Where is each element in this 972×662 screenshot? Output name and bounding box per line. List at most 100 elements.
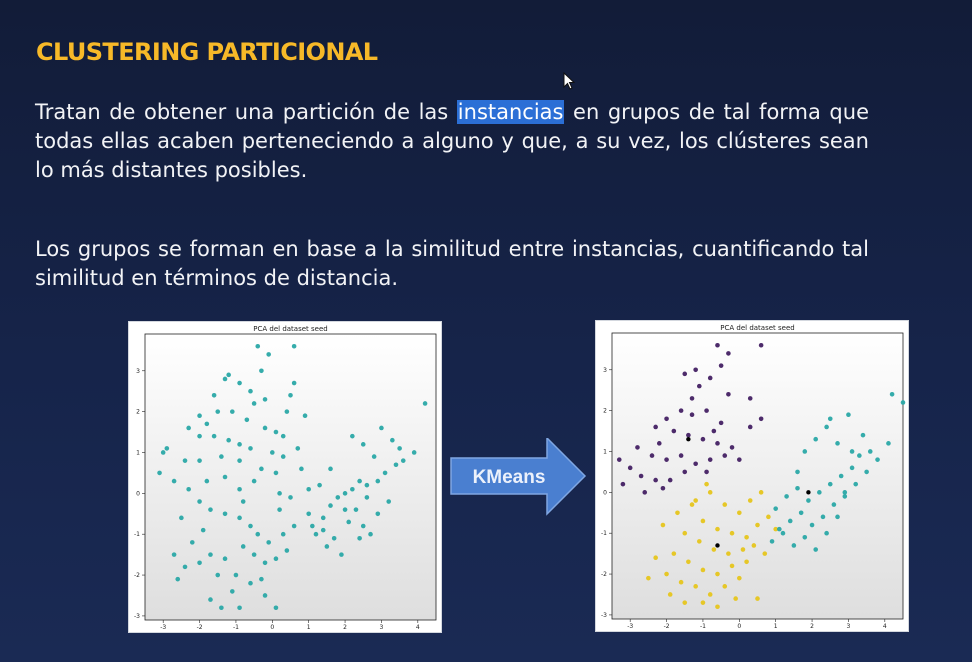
data-point bbox=[729, 445, 735, 450]
x-tick-label: 3 bbox=[847, 623, 851, 630]
data-point bbox=[755, 522, 760, 528]
y-tick-label: 1 bbox=[136, 449, 140, 456]
selected-text-instancias[interactable]: instancias bbox=[456, 100, 565, 124]
data-point bbox=[875, 457, 880, 462]
data-point bbox=[277, 491, 282, 496]
data-point bbox=[226, 372, 231, 378]
data-point bbox=[259, 466, 264, 472]
data-point bbox=[211, 433, 217, 439]
data-point bbox=[773, 526, 778, 532]
data-point bbox=[827, 481, 833, 487]
plot-area bbox=[144, 333, 437, 621]
scatter-plot-before: PCA del dataset seed -3 -2 -1 0 1 2 3 4 -3 -2 -1 0 1 2… bbox=[128, 321, 442, 633]
data-point bbox=[806, 498, 811, 503]
data-point bbox=[627, 465, 633, 471]
data-point bbox=[802, 534, 808, 540]
data-point bbox=[864, 469, 869, 475]
data-point bbox=[747, 498, 753, 503]
data-point bbox=[280, 433, 286, 439]
data-point bbox=[379, 425, 384, 431]
data-point bbox=[827, 416, 833, 422]
data-point bbox=[306, 486, 311, 492]
data-point bbox=[208, 552, 213, 557]
data-point bbox=[784, 494, 789, 499]
data-point bbox=[182, 564, 188, 570]
data-point bbox=[758, 416, 764, 422]
cluster-centroid bbox=[806, 490, 811, 495]
data-point bbox=[835, 514, 840, 520]
data-point bbox=[233, 572, 239, 578]
data-point bbox=[360, 442, 366, 447]
data-point bbox=[248, 388, 253, 394]
data-point bbox=[266, 352, 271, 357]
y-tick-label: 2 bbox=[136, 409, 140, 416]
data-point bbox=[718, 420, 724, 426]
chart-title: PCA del dataset seed bbox=[720, 324, 794, 332]
data-point bbox=[689, 396, 695, 401]
data-point bbox=[686, 432, 691, 438]
data-point bbox=[707, 375, 713, 381]
data-point bbox=[353, 507, 359, 512]
data-point bbox=[722, 502, 728, 507]
data-point bbox=[715, 526, 720, 532]
data-point bbox=[339, 552, 344, 557]
data-point bbox=[766, 514, 771, 520]
data-point bbox=[889, 391, 895, 397]
data-point bbox=[310, 523, 315, 529]
data-point bbox=[331, 535, 337, 541]
data-point bbox=[291, 523, 297, 529]
data-point bbox=[262, 397, 268, 402]
data-point bbox=[886, 441, 891, 446]
data-point bbox=[846, 412, 851, 418]
x-tick-label: 4 bbox=[416, 624, 420, 631]
data-point bbox=[248, 523, 253, 529]
data-point bbox=[747, 424, 753, 430]
data-point bbox=[671, 551, 677, 556]
data-point bbox=[208, 597, 213, 602]
data-point bbox=[638, 473, 644, 479]
data-point bbox=[653, 424, 658, 430]
data-point bbox=[682, 469, 688, 475]
paragraph-partition: Tratan de obtener una partición de las i… bbox=[35, 98, 869, 185]
data-point bbox=[255, 343, 261, 349]
data-point bbox=[324, 544, 330, 549]
data-point bbox=[682, 530, 688, 536]
data-point bbox=[656, 441, 662, 446]
data-point bbox=[226, 437, 231, 443]
data-point bbox=[780, 530, 786, 536]
x-tick-label: -3 bbox=[627, 623, 633, 630]
data-point bbox=[244, 417, 250, 423]
data-point bbox=[711, 428, 717, 434]
data-point bbox=[204, 421, 210, 427]
data-point bbox=[248, 580, 253, 586]
data-point bbox=[364, 482, 370, 488]
data-point bbox=[849, 449, 855, 454]
data-point bbox=[157, 470, 162, 476]
data-point bbox=[747, 396, 753, 401]
x-tick-label: -3 bbox=[160, 624, 166, 631]
data-point bbox=[689, 412, 695, 418]
data-point bbox=[186, 425, 191, 431]
data-point bbox=[357, 478, 362, 484]
data-point bbox=[302, 413, 308, 419]
data-point bbox=[320, 515, 326, 521]
y-tick-label: -1 bbox=[134, 531, 140, 538]
data-point bbox=[773, 506, 778, 511]
data-point bbox=[635, 445, 640, 450]
data-point bbox=[360, 523, 366, 529]
data-point bbox=[664, 457, 669, 462]
data-point bbox=[211, 392, 217, 398]
data-point bbox=[700, 567, 706, 573]
data-point bbox=[711, 547, 717, 552]
data-point bbox=[288, 392, 293, 398]
data-point bbox=[682, 600, 688, 605]
data-point bbox=[802, 449, 808, 454]
data-point bbox=[411, 450, 417, 455]
data-point bbox=[350, 433, 355, 439]
data-point bbox=[900, 400, 906, 405]
data-point bbox=[328, 466, 333, 472]
data-point bbox=[375, 478, 381, 484]
data-point bbox=[667, 477, 673, 483]
data-point bbox=[219, 454, 224, 459]
data-point bbox=[707, 457, 713, 462]
